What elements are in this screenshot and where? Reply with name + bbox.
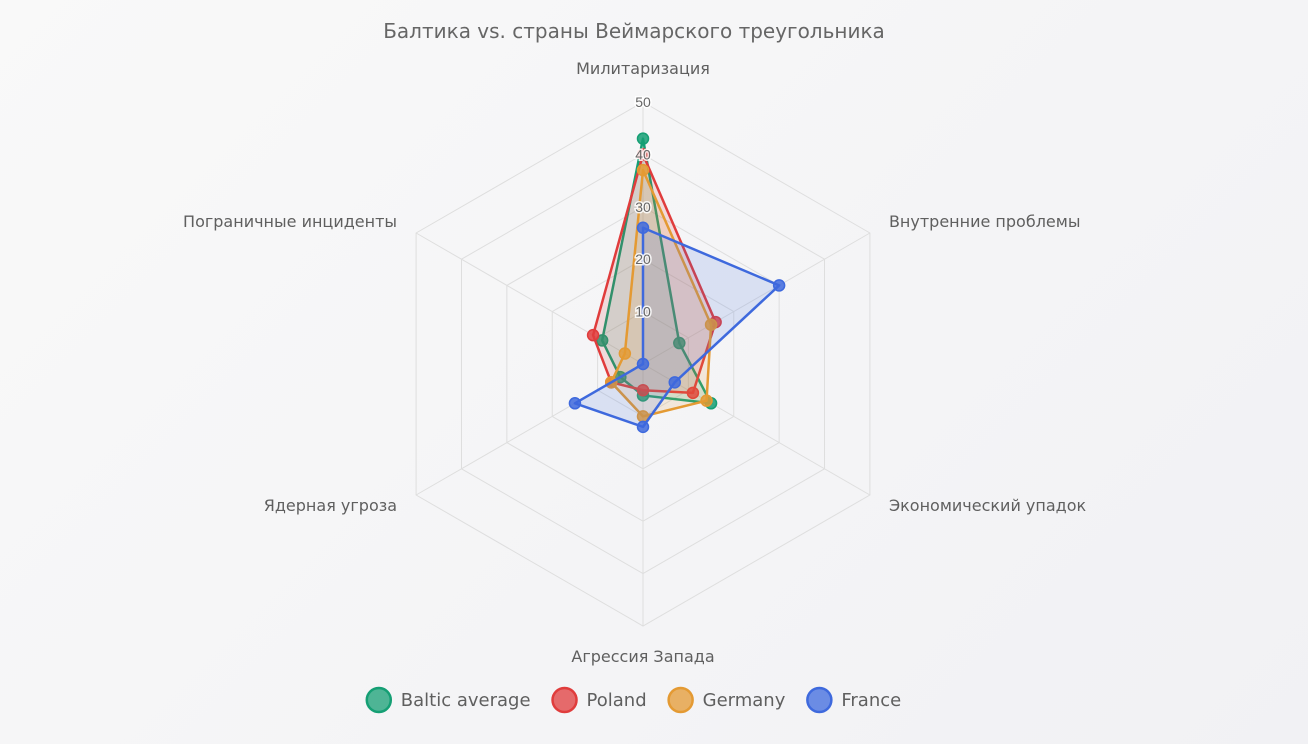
- tick-label-0: 10: [635, 304, 651, 320]
- axis-label-1: Внутренние проблемы: [889, 212, 1081, 231]
- data-point-2-2[interactable]: [700, 394, 713, 407]
- legend-label-1: Poland: [587, 690, 647, 711]
- legend-item-2[interactable]: Germany: [667, 686, 786, 714]
- legend-item-3[interactable]: France: [806, 686, 901, 714]
- axis-label-0: Милитаризация: [576, 59, 710, 78]
- tick-label-2: 30: [635, 199, 651, 215]
- legend-swatch-0: [365, 686, 393, 714]
- axis-label-2: Экономический упадок: [889, 496, 1087, 515]
- data-point-2-0[interactable]: [636, 163, 650, 177]
- data-point-1-0[interactable]: [636, 148, 650, 161]
- data-point-3-4[interactable]: [568, 397, 582, 410]
- data-point-1-5[interactable]: [586, 328, 600, 342]
- axis-label-4: Ядерная угроза: [264, 496, 397, 515]
- data-point-1-2[interactable]: [686, 386, 700, 400]
- data-point-3-0[interactable]: [636, 221, 650, 235]
- legend: Baltic average Poland Germany France: [365, 686, 901, 714]
- tick-label-1: 20: [635, 251, 651, 267]
- grid-spoke-2: [642, 363, 871, 496]
- legend-label-2: Germany: [703, 690, 786, 711]
- data-point-0-0[interactable]: [636, 132, 650, 145]
- tick-label-3: 40: [635, 146, 651, 162]
- radar-series: [568, 132, 786, 434]
- legend-label-0: Baltic average: [401, 690, 531, 711]
- radar-ticks: 10 20 30 40 50: [634, 93, 653, 322]
- data-point-3-5[interactable]: [636, 357, 650, 371]
- chart-title: Балтика vs. страны Веймарского треугольн…: [383, 19, 885, 43]
- legend-swatch-3: [806, 686, 833, 714]
- data-point-0-1[interactable]: [673, 336, 686, 350]
- series-3: [568, 221, 786, 434]
- legend-swatch-1: [551, 686, 578, 714]
- axis-label-3: Агрессия Запада: [571, 647, 714, 666]
- legend-label-3: France: [841, 690, 901, 711]
- data-point-2-1[interactable]: [704, 318, 718, 331]
- tick-label-4: 50: [635, 94, 651, 110]
- data-point-3-2[interactable]: [668, 376, 682, 389]
- legend-item-0[interactable]: Baltic average: [365, 686, 531, 714]
- data-point-2-5[interactable]: [618, 347, 632, 360]
- series-2: [604, 163, 718, 423]
- radar-axis-labels: Милитаризация Внутренние проблемы Экономич…: [183, 59, 1086, 666]
- data-point-1-3[interactable]: [636, 383, 650, 397]
- legend-item-1[interactable]: Poland: [551, 686, 647, 714]
- axis-label-5: Пограничные инциденты: [183, 212, 397, 231]
- data-point-0-5[interactable]: [595, 334, 609, 347]
- data-point-3-3[interactable]: [636, 420, 650, 434]
- legend-swatch-2: [667, 686, 694, 714]
- data-point-3-1[interactable]: [772, 279, 786, 292]
